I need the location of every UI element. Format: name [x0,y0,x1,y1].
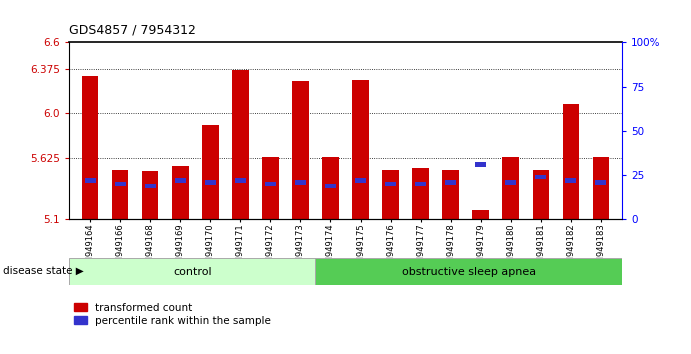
Bar [505,180,516,184]
Bar [85,178,95,183]
Bar [533,170,549,219]
Text: GDS4857 / 7954312: GDS4857 / 7954312 [69,23,196,36]
Bar [475,162,486,167]
Bar [115,182,126,186]
Bar [562,104,579,219]
Bar [262,157,278,219]
Bar [382,170,399,219]
Bar [445,180,456,184]
Bar [565,178,576,183]
Bar [175,178,186,183]
Bar [352,80,369,219]
Bar [325,184,336,188]
Bar [292,81,309,219]
Bar [385,182,396,186]
Bar [112,170,129,219]
Bar [205,180,216,184]
Bar [413,167,429,219]
Bar [82,75,98,219]
Bar [322,157,339,219]
Bar [355,178,366,183]
Bar [316,258,622,285]
Bar [415,182,426,186]
Bar [69,258,316,285]
Bar [596,180,606,184]
Bar [145,184,155,188]
Bar [232,70,249,219]
Bar [235,178,246,183]
Bar [502,157,519,219]
Bar [202,125,218,219]
Bar [265,182,276,186]
Bar [536,175,546,179]
Bar [473,210,489,219]
Bar [442,170,459,219]
Bar [142,171,158,219]
Bar [593,157,609,219]
Text: control: control [173,267,211,277]
Legend: transformed count, percentile rank within the sample: transformed count, percentile rank withi… [75,303,271,326]
Bar [295,180,306,184]
Text: obstructive sleep apnea: obstructive sleep apnea [401,267,536,277]
Text: disease state ▶: disease state ▶ [3,266,84,276]
Bar [172,166,189,219]
